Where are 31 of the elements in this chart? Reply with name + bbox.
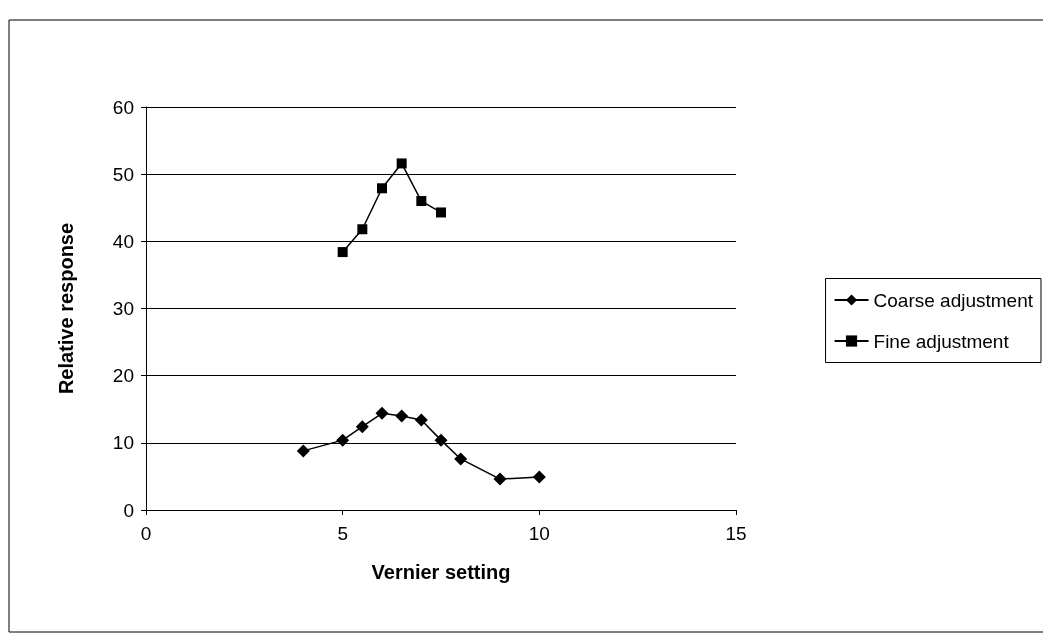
point: [296, 444, 310, 458]
y-tick-label: 60: [112, 96, 134, 118]
point: [532, 470, 546, 484]
point: [337, 247, 348, 258]
point: [355, 420, 369, 434]
point: [436, 207, 446, 218]
y-axis-title: Relative response: [55, 222, 77, 395]
y-tick-label: 30: [112, 298, 134, 319]
point: [395, 409, 409, 423]
x-tick-label: 10: [528, 523, 550, 544]
point: [357, 224, 368, 235]
point: [396, 158, 407, 169]
point: [434, 433, 448, 447]
x-tick-label: 15: [725, 523, 747, 544]
point: [454, 452, 468, 466]
x-tick-label: 5: [337, 523, 348, 544]
y-tick-label: 10: [112, 432, 134, 454]
x-tick-label: 0: [140, 523, 152, 544]
x-axis-title: Vernier setting: [371, 561, 511, 583]
y-tick-label: 40: [112, 230, 134, 252]
point: [414, 413, 428, 427]
y-tick-label: 20: [112, 365, 134, 387]
point: [375, 406, 389, 420]
legend-label: Fine adjustment: [873, 330, 1010, 352]
point: [416, 196, 427, 207]
point: [377, 183, 387, 194]
y-tick-label: 50: [112, 163, 134, 185]
point: [336, 433, 350, 447]
legend-label: Coarse adjustment: [873, 289, 1034, 311]
point: [493, 472, 507, 486]
y-tick-label: 0: [123, 499, 134, 521]
